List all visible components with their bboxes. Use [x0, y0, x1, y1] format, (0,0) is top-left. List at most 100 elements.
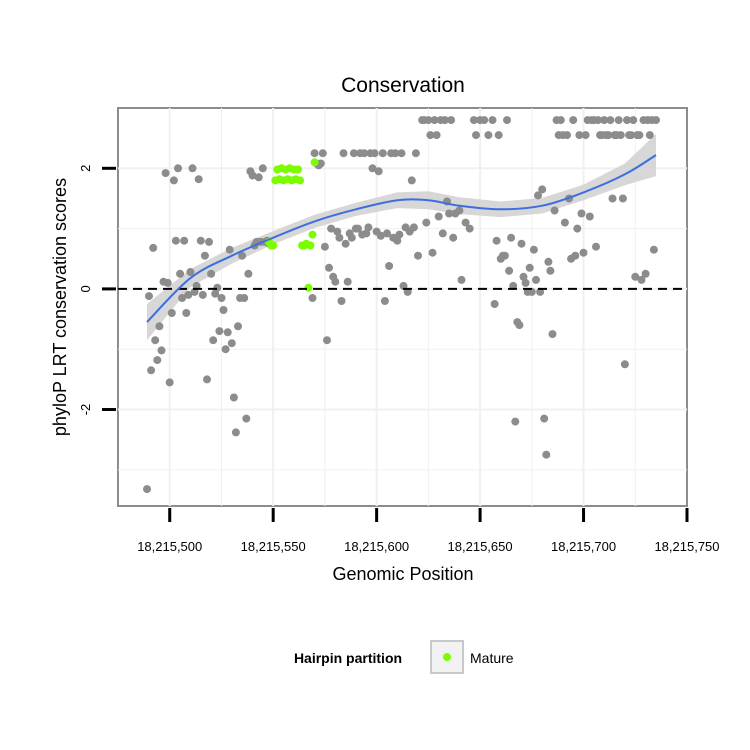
x-tick-label: 18,215,750: [654, 539, 719, 554]
point-mature: [308, 230, 317, 239]
point-other: [347, 233, 356, 242]
point-other: [525, 263, 534, 272]
point-other: [649, 245, 658, 254]
y-axis: -2 0 2: [78, 165, 116, 415]
point-other: [310, 149, 319, 158]
point-other: [205, 237, 213, 246]
point-other: [542, 450, 551, 459]
point-other: [546, 266, 555, 275]
point-other: [211, 289, 220, 298]
point-other: [550, 206, 559, 215]
point-other: [594, 116, 602, 125]
x-tick-label: 18,215,600: [344, 539, 409, 554]
point-other: [397, 149, 406, 158]
legend-key-mature-dot: [443, 653, 451, 661]
point-other: [494, 131, 503, 140]
point-other: [182, 309, 191, 317]
point-other: [618, 194, 627, 203]
point-other: [333, 227, 342, 236]
point-other: [563, 131, 571, 140]
point-other: [184, 290, 193, 299]
point-other: [215, 327, 224, 336]
point-other: [376, 231, 385, 240]
point-mature: [310, 158, 319, 167]
point-mature: [304, 283, 313, 292]
point-other: [203, 375, 211, 384]
point-other: [511, 417, 520, 426]
point-other: [430, 116, 439, 125]
point-other: [432, 131, 441, 140]
point-other: [426, 131, 435, 140]
point-other: [368, 164, 377, 173]
y-axis-label: phyloP LRT conservation scores: [50, 178, 70, 436]
point-other: [157, 346, 166, 355]
point-other: [465, 224, 474, 233]
point-other: [422, 218, 431, 227]
point-other: [335, 233, 344, 242]
x-tick-label: 18,215,500: [137, 539, 202, 554]
plot-panel-background: [117, 107, 688, 507]
point-other: [592, 242, 600, 251]
point-other: [248, 171, 257, 180]
point-other: [577, 209, 586, 218]
point-other: [424, 116, 433, 125]
point-mature: [294, 165, 302, 174]
point-other: [455, 206, 464, 215]
point-other: [231, 428, 240, 437]
point-other: [147, 366, 156, 375]
point-other: [323, 336, 331, 345]
point-other: [560, 218, 569, 227]
point-other: [490, 300, 499, 308]
point-other: [505, 266, 514, 275]
point-other: [143, 485, 151, 494]
point-other: [556, 116, 565, 125]
point-other: [614, 116, 623, 125]
point-other: [325, 263, 333, 272]
point-other: [447, 116, 456, 125]
point-other: [149, 243, 158, 252]
point-other: [571, 251, 580, 260]
point-mature: [269, 241, 278, 250]
point-other: [623, 116, 631, 125]
point-other: [575, 131, 584, 140]
point-other: [445, 209, 454, 218]
point-other: [378, 149, 387, 158]
point-other: [180, 236, 189, 245]
point-other: [213, 283, 222, 292]
x-axis-label: Genomic Position: [332, 564, 473, 584]
smooth-line: [146, 154, 657, 323]
point-mature: [306, 241, 315, 250]
point-other: [449, 233, 458, 242]
point-other: [395, 230, 404, 239]
point-other: [364, 223, 373, 232]
point-other: [581, 131, 590, 140]
point-other: [240, 294, 249, 302]
point-other: [414, 251, 422, 260]
point-other: [165, 378, 174, 387]
points-mature: [265, 158, 319, 292]
point-other: [529, 245, 538, 254]
point-other: [167, 309, 176, 317]
point-other: [534, 191, 542, 200]
point-other: [428, 248, 437, 257]
point-other: [186, 268, 195, 276]
legend: Hairpin partition Mature: [294, 640, 514, 674]
point-other: [385, 262, 394, 270]
point-other: [318, 149, 327, 158]
point-other: [337, 297, 346, 305]
point-other: [492, 236, 501, 245]
point-other: [174, 164, 182, 173]
point-other: [229, 393, 238, 402]
point-other: [380, 297, 389, 305]
point-other: [209, 336, 218, 345]
point-other: [196, 236, 205, 245]
point-other: [532, 275, 540, 284]
point-other: [645, 131, 654, 140]
point-other: [360, 149, 369, 158]
point-other: [461, 218, 470, 227]
point-other: [438, 229, 447, 238]
point-other: [635, 131, 644, 140]
point-other: [503, 116, 511, 125]
point-other: [327, 224, 336, 233]
point-other: [227, 339, 236, 348]
